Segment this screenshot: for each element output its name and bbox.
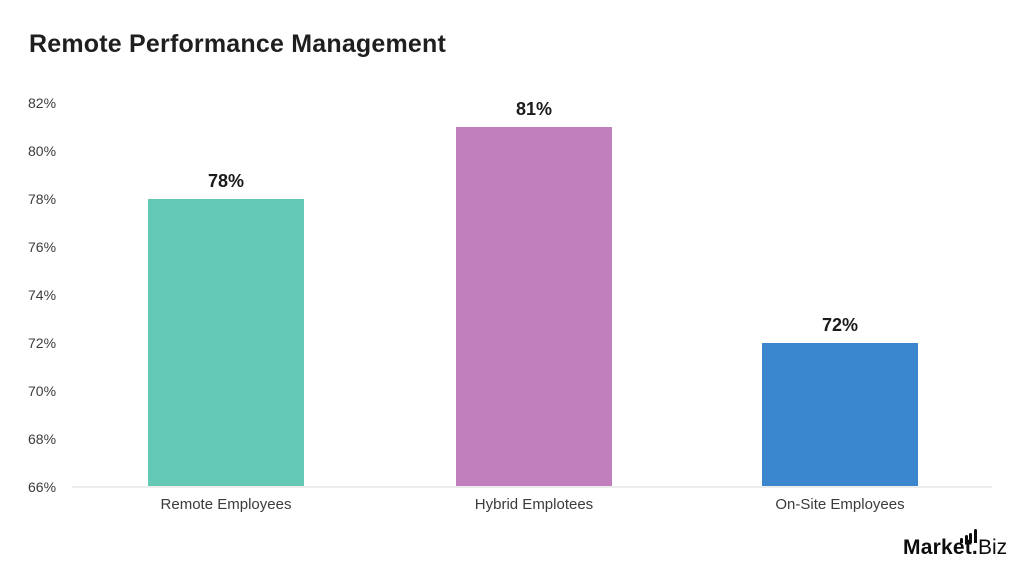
y-tick-label: 78% xyxy=(28,191,57,207)
bar-value-label: 78% xyxy=(207,171,245,191)
y-tick-label: 76% xyxy=(28,239,57,255)
bar-value-label: 81% xyxy=(515,99,553,119)
bar-1 xyxy=(456,127,612,486)
y-tick-label: 68% xyxy=(28,431,57,447)
y-tick-label: 66% xyxy=(28,479,57,495)
y-tick-label: 70% xyxy=(28,383,57,399)
market-biz-logo: Market. Biz xyxy=(903,529,1008,560)
x-category-label: On-Site Employees xyxy=(775,496,905,513)
x-category-label: Hybrid Emplotees xyxy=(474,496,594,513)
x-axis-baseline xyxy=(72,486,992,488)
x-category-label: Remote Employees xyxy=(160,496,292,513)
ascending-bars-icon xyxy=(960,529,977,543)
y-tick-label: 80% xyxy=(28,143,57,159)
logo-text-secondary: Biz xyxy=(977,536,1008,559)
bar-2 xyxy=(762,343,918,486)
chart-title: Remote Performance Management xyxy=(29,30,447,58)
logo-text-primary: Market. xyxy=(903,536,978,559)
y-tick-label: 74% xyxy=(28,287,57,303)
y-tick-label: 72% xyxy=(28,335,57,351)
y-tick-label: 82% xyxy=(28,95,57,111)
bar-value-label: 72% xyxy=(821,315,859,335)
bar-0 xyxy=(148,199,304,486)
